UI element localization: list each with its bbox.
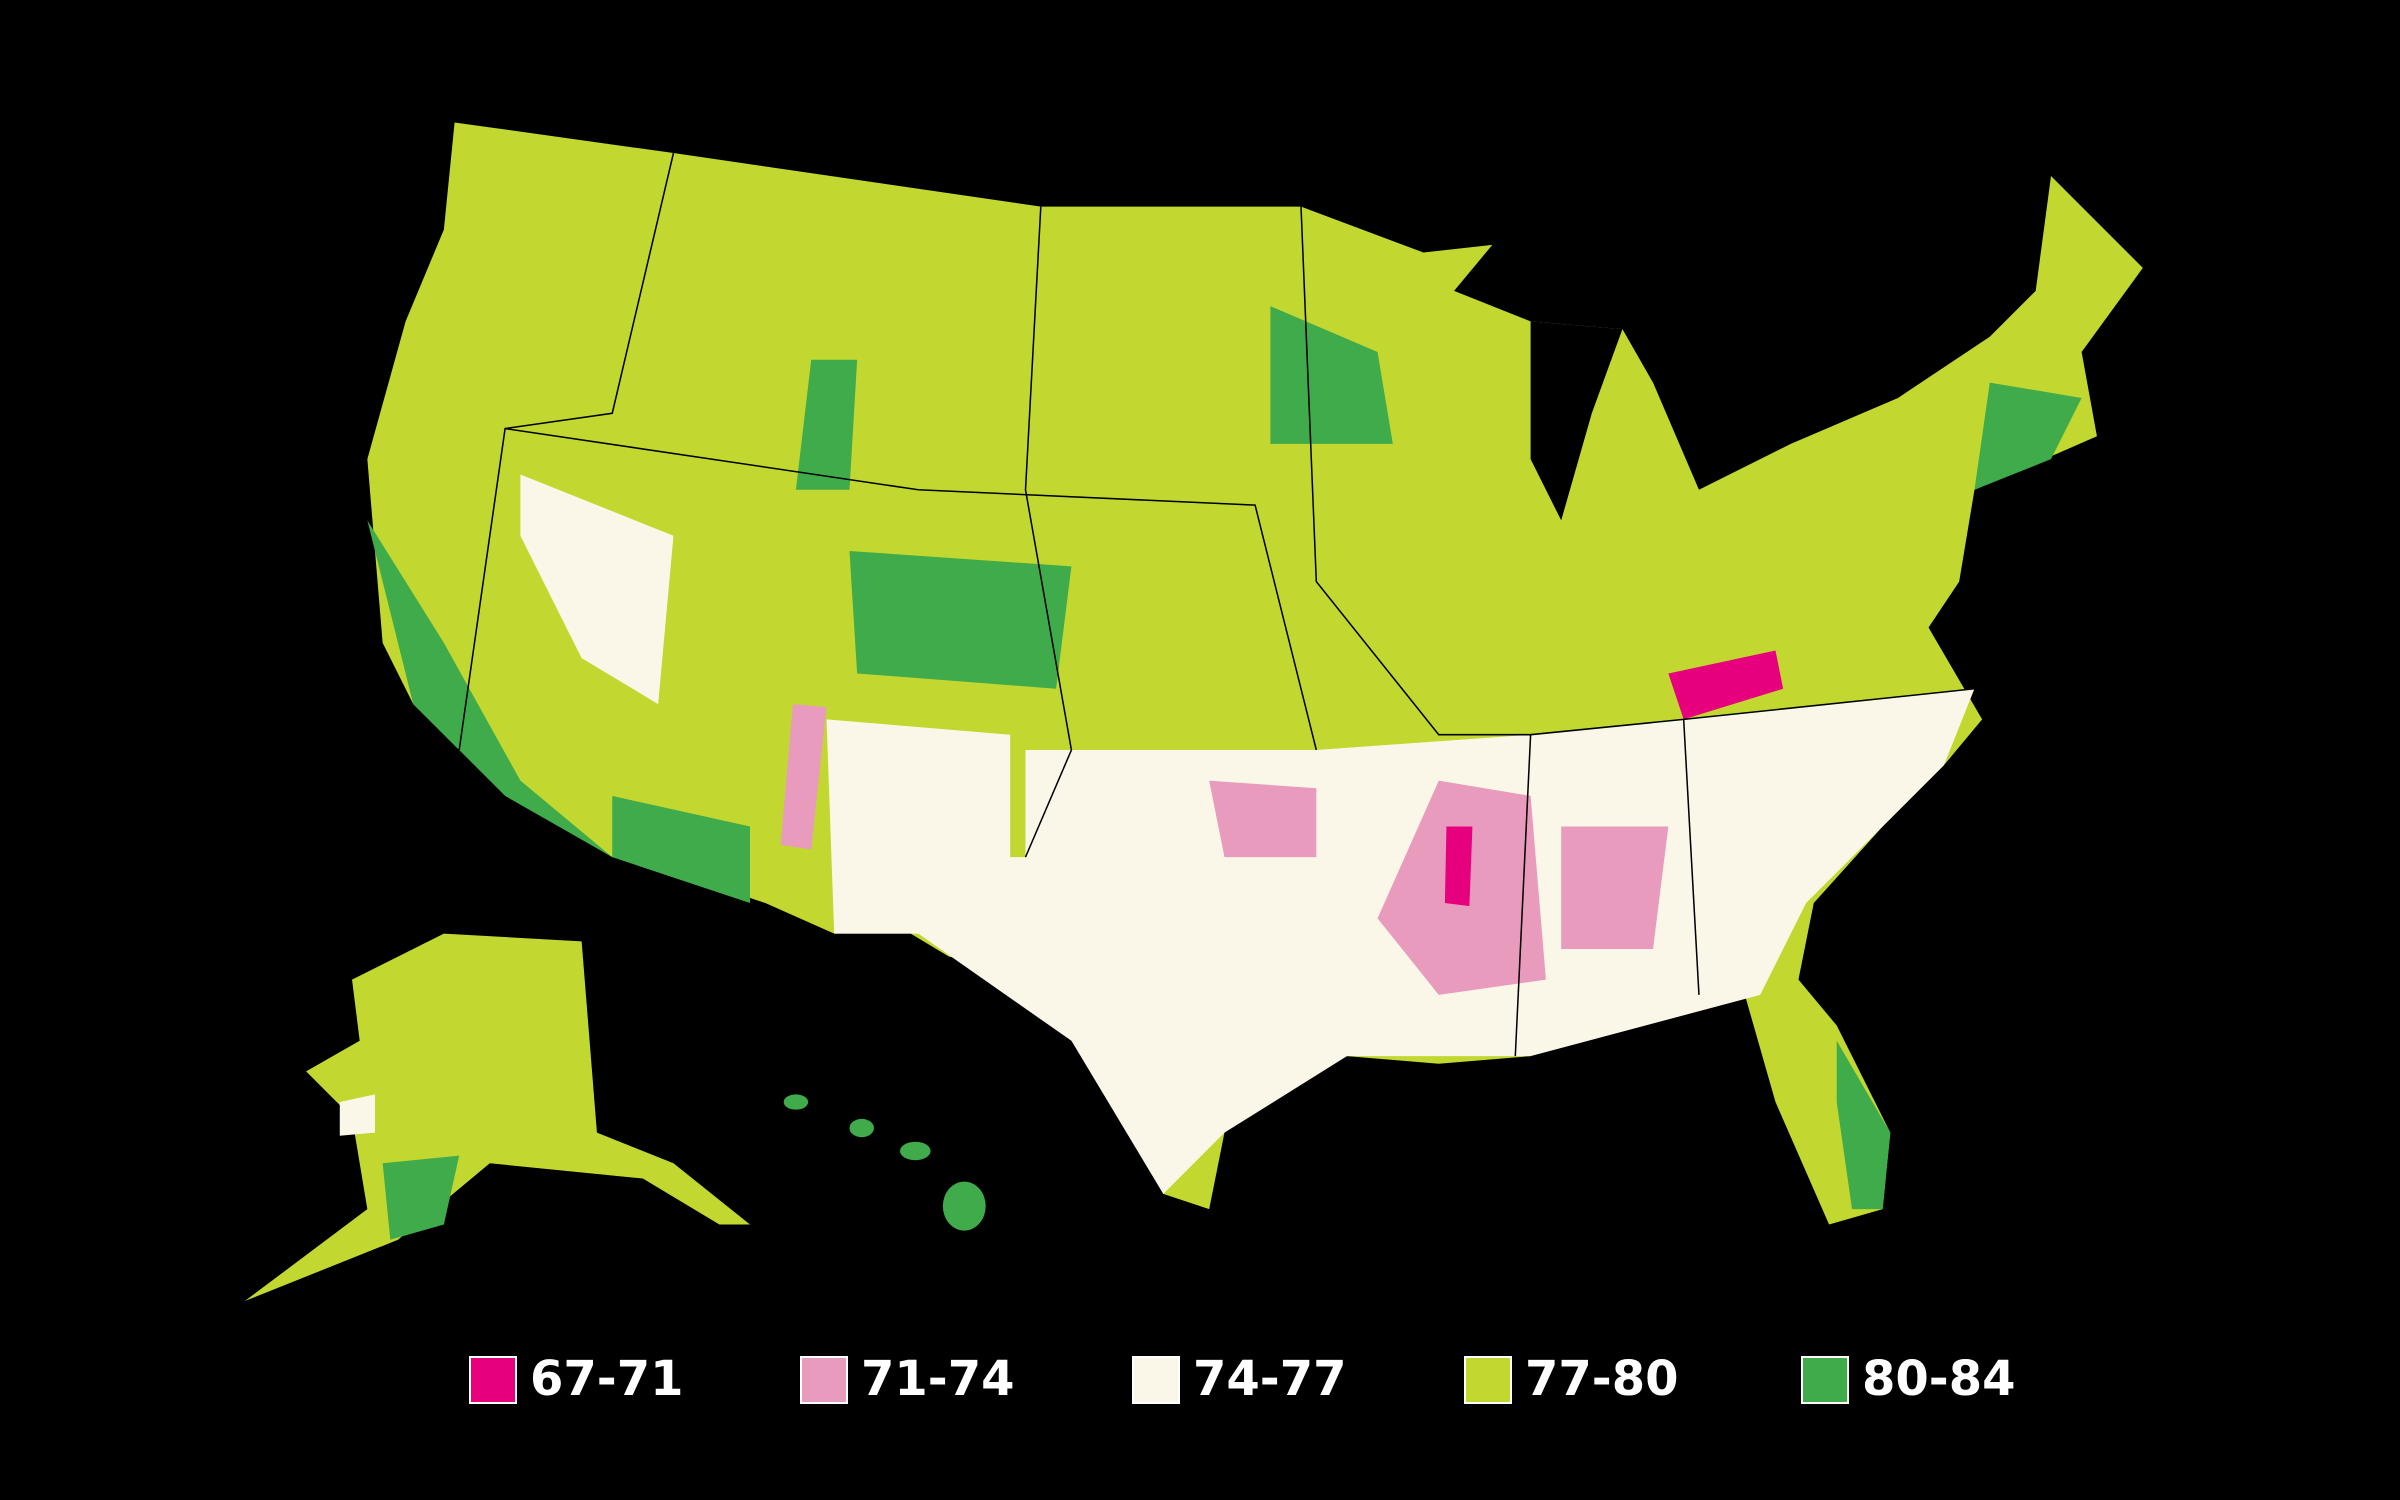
delta-core: [1444, 826, 1473, 907]
florida-tip: [1836, 1040, 1891, 1210]
wyoming-region: [795, 359, 858, 490]
new-mexico-region: [826, 719, 1011, 934]
legend-label: 71-74: [861, 1351, 1015, 1407]
state-border: [1682, 719, 1700, 995]
state-border: [504, 427, 1318, 751]
california-coast: [367, 520, 613, 858]
nm-strip: [780, 704, 827, 850]
us-map: [244, 122, 2143, 1302]
legend-label: 77-80: [1525, 1351, 1679, 1407]
alaska: [244, 933, 750, 1302]
alabama-region: [1561, 826, 1669, 949]
legend-swatch: [800, 1356, 848, 1404]
hawaii-island: [899, 1141, 931, 1161]
arizona-region: [612, 795, 750, 904]
new-england: [1974, 382, 2082, 490]
alaska-west: [339, 1094, 375, 1136]
alaska-south: [382, 1155, 460, 1240]
state-border: [1024, 206, 1073, 858]
legend-label: 74-77: [1193, 1351, 1347, 1407]
state-border: [1514, 734, 1532, 1057]
hawaii-island: [942, 1181, 986, 1231]
legend-swatch: [469, 1356, 517, 1404]
hawaii-island: [849, 1118, 874, 1138]
legend-label: 67-71: [530, 1351, 684, 1407]
nevada-region: [520, 474, 674, 705]
kentucky-core: [1668, 650, 1784, 720]
state-border: [458, 152, 675, 751]
minnesota-region: [1270, 306, 1393, 444]
state-border: [1300, 206, 1975, 736]
hawaii-island: [783, 1094, 809, 1110]
legend-swatch: [1132, 1356, 1180, 1404]
legend-label: 80-84: [1862, 1351, 2016, 1407]
legend-swatch: [1464, 1356, 1512, 1404]
legend: 67-71 71-74 74-77 77-80 80-84: [469, 1351, 2016, 1407]
oklahoma-region: [1209, 780, 1317, 858]
legend-swatch: [1801, 1356, 1849, 1404]
colorado-region: [849, 551, 1072, 689]
great-lakes: [1530, 321, 1623, 521]
